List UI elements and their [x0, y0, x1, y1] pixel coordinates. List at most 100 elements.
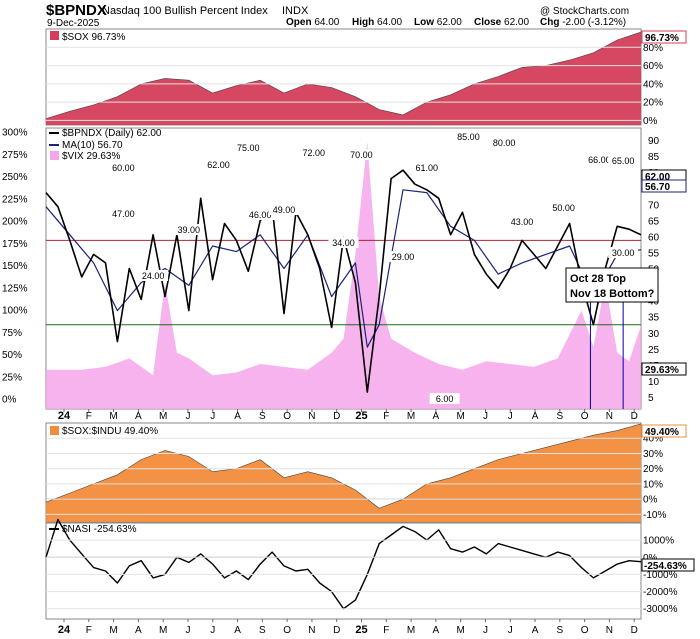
bpndx-annotation-bg [298, 147, 329, 158]
callout-box [565, 267, 659, 303]
sox-indu-last-value-box [641, 424, 687, 438]
vix-legend: $VIX 29.63% [62, 151, 120, 162]
x-tick-label: J [483, 625, 488, 636]
x-tick-label: J [210, 411, 215, 422]
x-tick-label: D [631, 411, 638, 422]
bpndx-annotation-bg [346, 149, 377, 160]
bpndx-right-tick-label: 55 [648, 248, 660, 259]
x-tick-label: O [283, 625, 291, 636]
sox-indu-tick-label: 30% [643, 449, 663, 460]
bpndx-annotation-bg [608, 247, 639, 258]
bpndx-right-tick-label: 5 [648, 393, 654, 404]
sox-legend: $SOX 96.73% [62, 32, 125, 43]
bpndx-left-tick-label: 175% [2, 239, 28, 250]
bpndx-right-tick-label: 10 [648, 377, 660, 388]
x-tick-label: A [234, 411, 241, 422]
sox-last-value-box [641, 30, 687, 44]
x-tick-label: S [556, 411, 563, 422]
x-tick-label: 24 [58, 624, 71, 636]
bpndx-legend: $BPNDX (Daily) 62.00 [62, 128, 162, 139]
x-tick-label: 24 [58, 410, 71, 422]
ohlc-item-open: Open 64.00 [286, 17, 340, 28]
sox-indu-tick-label: 10% [643, 479, 663, 490]
ohlc-readout: Open 64.00 High 64.00 Low 62.00 Close 62.00… [286, 17, 626, 28]
bpndx-annotation: 46.00 [249, 210, 272, 220]
copyright-label: @ StockCharts.com [540, 6, 629, 17]
x-tick-label: A [433, 625, 440, 636]
bpndx-left-tick-label: 225% [2, 194, 28, 205]
exchange-label: INDX [282, 5, 309, 17]
x-tick-label: N [606, 411, 613, 422]
bpndx-annotation-bg [108, 162, 139, 173]
x-tick-label: D [631, 625, 638, 636]
bpndx-annotation-bg [108, 208, 139, 219]
nasi-tick-label: -1000% [643, 570, 678, 581]
sox-last-value: 96.73% [645, 33, 679, 44]
bpndx-left-tick-label: 250% [2, 172, 28, 183]
bpndx-right-tick-label: 85 [648, 152, 660, 163]
sox-tick-label: 0% [643, 116, 658, 127]
callout-line-1: Oct 28 Top [570, 273, 626, 285]
sox-indu-tick-label: 0% [643, 495, 658, 506]
bpndx-annotation: 50.00 [552, 203, 575, 213]
x-tick-label: M [159, 411, 167, 422]
nasi-last-value: -254.63% [644, 561, 687, 572]
bpndx-annotation: 75.00 [237, 143, 260, 153]
sox-indu-area [46, 423, 641, 522]
ma-legend: MA(10) 56.70 [62, 140, 123, 151]
x-tick-label: 25 [355, 410, 367, 422]
bpndx-annotation-bg [203, 159, 234, 170]
symbol-title: $BPNDX [46, 2, 107, 19]
bpndx-annotation: 70.00 [350, 150, 373, 160]
ohlc-item-high: High 64.00 [352, 17, 402, 28]
bpndx-annotation-bg [173, 224, 204, 235]
bpndx-annotation: 72.00 [302, 148, 325, 158]
bpndx-annotation: 6.00 [436, 394, 454, 404]
ohlc-item-close: Close 62.00 [474, 17, 529, 28]
sox-legend-swatch [50, 31, 59, 40]
bpndx-right-tick-label: 60 [648, 232, 660, 243]
bpndx-right-tick-label: 30 [648, 329, 660, 340]
x-tick-label: S [259, 625, 266, 636]
bpndx-left-tick-label: 150% [2, 261, 28, 272]
ohlc-item-low: Low 62.00 [414, 17, 462, 28]
sox-indu-last-value: 49.40% [645, 427, 679, 438]
vix-legend-swatch [50, 151, 59, 160]
nasi-tick-label: 0% [643, 553, 658, 564]
callout-line-2: Nov 18 Bottom? [570, 288, 655, 300]
x-tick-label: M [407, 625, 415, 636]
sox-tick-label: 20% [643, 98, 663, 109]
x-tick-label: S [259, 411, 266, 422]
bpndx-annotation-bg [429, 393, 460, 404]
ohlc-item-chg: Chg -2.00 (-3.12%) [540, 17, 626, 28]
bpndx-last-value: 62.00 [645, 172, 670, 183]
bpndx-left-tick-label: 50% [2, 350, 22, 361]
bpndx-annotation: 62.00 [207, 160, 230, 170]
bpndx-annotation: 49.00 [273, 205, 296, 215]
x-tick-label: D [333, 625, 340, 636]
x-tick-label: A [532, 411, 539, 422]
bpndx-right-tick-label: 25 [648, 345, 660, 356]
bpndx-annotation: 65.00 [612, 156, 635, 166]
bpndx-annotation: 29.00 [392, 252, 415, 262]
bpndx-left-tick-label: 300% [2, 128, 28, 139]
x-tick-label: A [433, 411, 440, 422]
bpndx-right-tick-label: 65 [648, 216, 660, 227]
x-tick-label: J [483, 411, 488, 422]
bpndx-annotation-bg [548, 202, 579, 213]
x-tick-label: J [508, 411, 513, 422]
bpndx-annotation-bg [584, 154, 615, 165]
x-tick-label: M [109, 411, 117, 422]
bpndx-annotation: 85.00 [457, 132, 480, 142]
x-tick-label: A [135, 625, 142, 636]
bpndx-annotation-bg [507, 216, 537, 227]
bpndx-annotation-bg [608, 155, 639, 166]
bpndx-annotation: 24.00 [142, 271, 165, 281]
bpndx-annotation-bg [138, 270, 169, 281]
x-tick-label: O [283, 411, 291, 422]
bpndx-annotation-bg [453, 131, 484, 142]
x-tick-label: M [456, 411, 464, 422]
x-tick-label: D [333, 411, 340, 422]
sox-tick-label: 60% [643, 61, 663, 72]
